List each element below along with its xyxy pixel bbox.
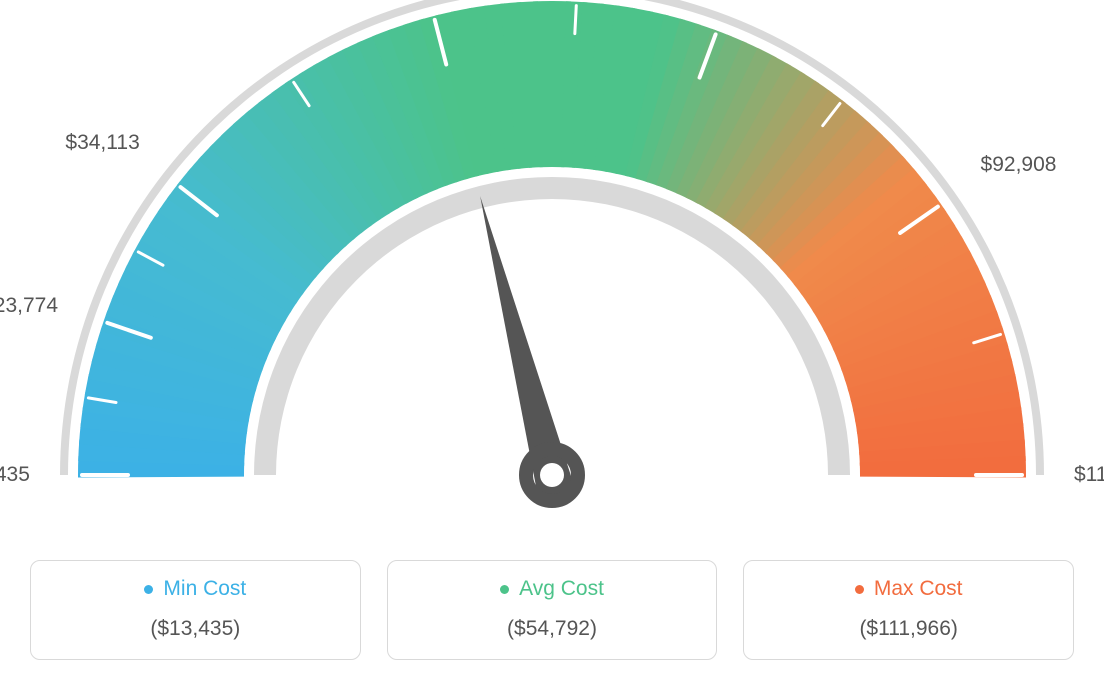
cost-gauge: $13,435$23,774$34,113$54,792$73,850$92,9…	[0, 0, 1104, 535]
min-cost-title: Min Cost	[144, 577, 246, 601]
max-cost-value: ($111,966)	[754, 617, 1063, 641]
gauge-tick-label: $13,435	[0, 463, 30, 487]
min-cost-value: ($13,435)	[41, 617, 350, 641]
gauge-tick-label: $92,908	[981, 153, 1057, 177]
max-dot-icon	[855, 585, 864, 594]
max-cost-title: Max Cost	[855, 577, 963, 601]
avg-cost-title-text: Avg Cost	[519, 577, 604, 601]
gauge-tick-label: $34,113	[65, 131, 139, 155]
min-cost-title-text: Min Cost	[163, 577, 246, 601]
avg-cost-title: Avg Cost	[500, 577, 604, 601]
avg-cost-value: ($54,792)	[398, 617, 707, 641]
min-cost-card: Min Cost ($13,435)	[30, 560, 361, 660]
max-cost-title-text: Max Cost	[874, 577, 963, 601]
summary-cards: Min Cost ($13,435) Avg Cost ($54,792) Ma…	[30, 560, 1074, 660]
avg-cost-card: Avg Cost ($54,792)	[387, 560, 718, 660]
gauge-tick-label: $23,774	[0, 294, 58, 318]
gauge-tick-label: $111,966	[1074, 463, 1104, 487]
min-dot-icon	[144, 585, 153, 594]
max-cost-card: Max Cost ($111,966)	[743, 560, 1074, 660]
avg-dot-icon	[500, 585, 509, 594]
